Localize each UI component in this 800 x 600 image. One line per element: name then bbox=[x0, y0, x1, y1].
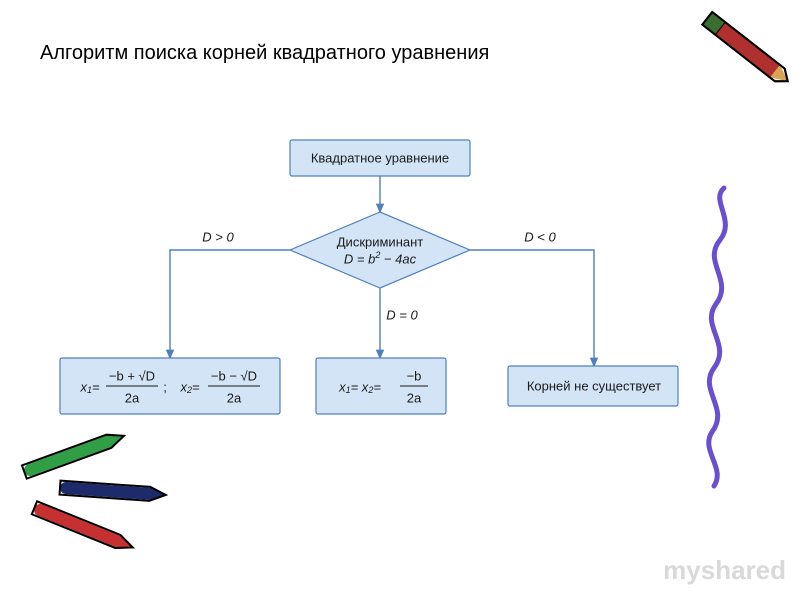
pencil-icon bbox=[702, 12, 792, 87]
crayons-icon bbox=[22, 429, 166, 554]
node-start: Квадратное уравнение bbox=[290, 140, 470, 176]
node-start-label: Квадратное уравнение bbox=[311, 150, 449, 165]
node-two-roots: x1= −b + √D 2a ; x2= −b − √D 2a bbox=[60, 358, 280, 414]
svg-text:x1= x2=: x1= x2= bbox=[338, 379, 381, 395]
svg-text:;: ; bbox=[163, 379, 167, 394]
edge-label-dlt0: D < 0 bbox=[524, 229, 556, 244]
node-discriminant-formula: D = b2 − 4ac bbox=[344, 250, 417, 266]
edge-label-dgt0: D > 0 bbox=[202, 229, 234, 244]
svg-text:2a: 2a bbox=[125, 390, 140, 405]
edge-label-deq0: D = 0 bbox=[386, 307, 418, 322]
node-discriminant-label: Дискриминант bbox=[337, 234, 424, 249]
node-no-roots: Корней не существует bbox=[508, 366, 678, 406]
swirl-icon bbox=[709, 188, 726, 486]
edge-discr-right bbox=[470, 250, 594, 366]
svg-text:−b − √D: −b − √D bbox=[211, 368, 257, 383]
edge-discr-left bbox=[170, 250, 290, 358]
node-discriminant: Дискриминант D = b2 − 4ac bbox=[290, 212, 470, 288]
flowchart-canvas: Квадратное уравнение Дискриминант D = b2… bbox=[0, 0, 800, 600]
svg-text:2a: 2a bbox=[407, 390, 422, 405]
node-no-roots-label: Корней не существует bbox=[527, 378, 661, 393]
svg-text:−b: −b bbox=[407, 368, 422, 383]
svg-text:2a: 2a bbox=[227, 390, 242, 405]
svg-text:−b + √D: −b + √D bbox=[109, 368, 155, 383]
node-one-root: x1= x2= −b 2a bbox=[316, 358, 446, 414]
